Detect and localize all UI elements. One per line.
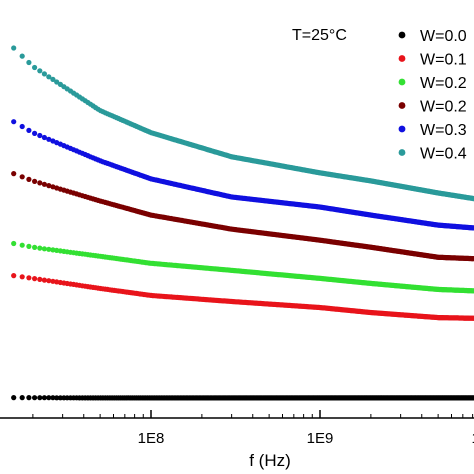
data-point — [37, 180, 43, 186]
data-point — [11, 45, 17, 51]
data-point — [11, 395, 17, 401]
legend-label: W=0.2 — [420, 75, 467, 92]
legend-marker — [398, 31, 406, 39]
data-point — [46, 395, 52, 401]
data-point — [50, 76, 56, 82]
legend-label: W=0.0 — [420, 28, 467, 45]
data-point — [41, 277, 48, 283]
data-point — [31, 395, 38, 401]
data-point — [471, 395, 474, 401]
data-point — [54, 79, 60, 85]
data-point — [31, 276, 38, 282]
data-point — [46, 278, 52, 284]
data-point — [50, 247, 56, 253]
temperature-annotation: T=25°C — [292, 27, 347, 44]
axes-layer: 1E8 1E9 1E10 — [0, 410, 474, 447]
data-point — [41, 181, 48, 187]
data-point — [31, 244, 38, 250]
legend-marker — [398, 55, 406, 62]
data-point — [46, 246, 52, 252]
data-point — [41, 246, 48, 252]
data-point — [26, 176, 32, 182]
series-5 — [11, 45, 474, 202]
x-axis-title: f (Hz) — [249, 451, 291, 470]
data-point — [26, 275, 32, 281]
data-point — [26, 127, 32, 133]
data-point — [46, 74, 52, 80]
data-point — [11, 171, 17, 177]
data-point — [471, 225, 474, 231]
data-point — [31, 64, 38, 71]
plot-area — [11, 45, 474, 401]
series-0 — [11, 395, 474, 401]
data-point — [11, 273, 17, 279]
series-layer — [11, 45, 474, 401]
data-point — [11, 240, 17, 247]
data-point — [54, 395, 60, 401]
x-tick-label: 1E10 — [471, 430, 474, 447]
data-point — [41, 134, 48, 141]
data-point — [11, 119, 17, 125]
data-point — [471, 288, 474, 294]
legend-label: W=0.3 — [420, 122, 467, 139]
series-3 — [11, 171, 474, 262]
series-2 — [11, 240, 474, 294]
data-point — [26, 59, 32, 66]
x-ticks: 1E8 1E9 1E10 — [32, 410, 474, 447]
legend-marker — [398, 125, 406, 133]
legend-marker — [398, 102, 406, 109]
data-point — [19, 174, 25, 180]
x-tick-label: 1E9 — [307, 430, 334, 447]
legend-label: W=0.4 — [420, 146, 467, 163]
data-point — [471, 256, 474, 262]
legend-label: W=0.2 — [420, 99, 467, 116]
data-point — [19, 274, 25, 280]
data-point — [37, 276, 43, 282]
data-point — [46, 183, 52, 189]
legend-label: W=0.1 — [420, 52, 467, 69]
data-point — [19, 53, 25, 59]
data-point — [41, 395, 48, 401]
series-1 — [11, 273, 474, 321]
data-point — [37, 68, 43, 74]
data-point — [37, 132, 43, 139]
data-point — [19, 395, 25, 401]
data-point — [37, 395, 43, 401]
data-point — [19, 123, 25, 130]
data-point — [41, 71, 48, 77]
data-point — [471, 196, 474, 202]
data-point — [37, 245, 43, 251]
data-point — [50, 395, 56, 401]
legend: W=0.0 W=0.1 W=0.2 W=0.2 W=0.3 W=0.4 — [398, 28, 467, 163]
data-point — [46, 136, 52, 142]
data-point — [26, 243, 32, 249]
legend-marker — [398, 78, 406, 86]
data-point — [26, 395, 32, 401]
data-point — [31, 178, 38, 184]
data-point — [471, 315, 474, 321]
series-4 — [11, 119, 474, 231]
legend-marker — [398, 149, 406, 156]
x-tick-label: 1E8 — [138, 430, 165, 447]
data-point — [19, 242, 25, 248]
data-point — [31, 130, 38, 136]
